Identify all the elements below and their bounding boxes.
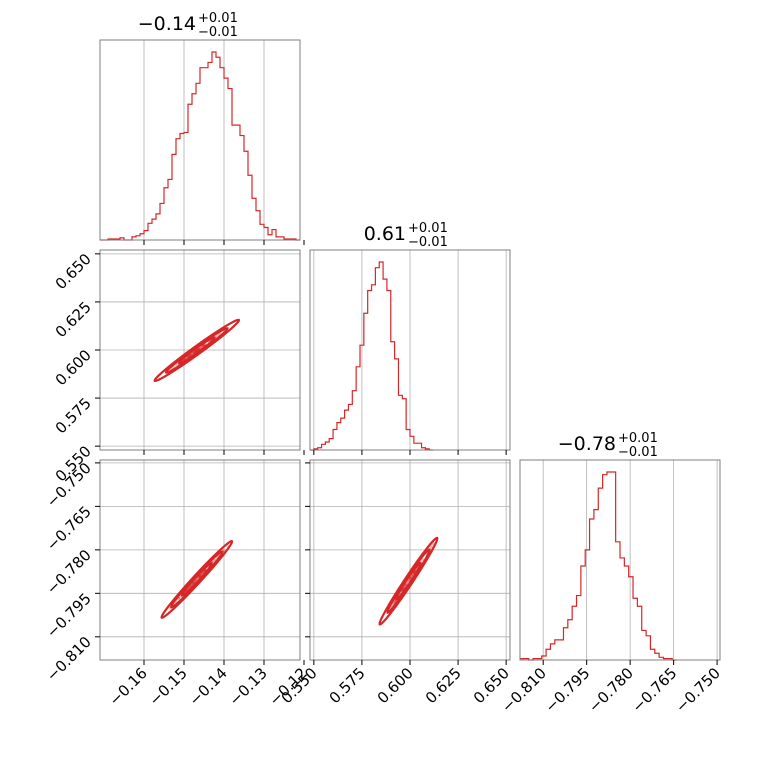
y-tick-label: −0.810 xyxy=(43,633,95,685)
histogram-panel-2 xyxy=(519,459,721,661)
median-label: 0.61 xyxy=(364,223,406,245)
x-tick-label: −0.750 xyxy=(672,664,724,716)
histogram-series-2 xyxy=(520,471,677,661)
panel-title-0: −0.14 +0.01−0.01 xyxy=(138,11,238,40)
panel-title-2: −0.78 +0.01−0.01 xyxy=(558,431,658,460)
panel-title-1: 0.61 +0.01−0.01 xyxy=(364,221,448,250)
y-tick-label: 0.625 xyxy=(52,298,95,341)
sample-point xyxy=(430,544,434,548)
upper-error-label: +0.01 xyxy=(198,11,238,26)
lower-error-label: −0.01 xyxy=(408,235,448,250)
y-tick-label: 0.650 xyxy=(52,250,95,293)
x-tick-label: 0.600 xyxy=(374,664,417,707)
density-contour xyxy=(180,562,213,597)
x-tick-label: −0.14 xyxy=(186,664,231,709)
median-label: −0.14 xyxy=(138,13,196,35)
x-tick-label: −0.795 xyxy=(542,664,594,716)
y-tick-label: −0.780 xyxy=(43,546,95,598)
upper-error-label: +0.01 xyxy=(408,221,448,236)
median-label: −0.78 xyxy=(558,433,616,455)
upper-error-label: +0.01 xyxy=(618,431,658,446)
x-tick-label: −0.765 xyxy=(628,664,680,716)
density-contour xyxy=(395,561,422,601)
lower-error-label: −0.01 xyxy=(618,445,658,460)
y-tick-label: 0.575 xyxy=(52,394,95,437)
lower-error-label: −0.01 xyxy=(198,25,238,40)
y-tick-label: 0.600 xyxy=(52,346,95,389)
scatter-panel-0-2 xyxy=(99,459,301,661)
x-tick-label: 0.575 xyxy=(326,664,369,707)
y-tick-label: −0.795 xyxy=(43,589,95,641)
x-tick-label: −0.13 xyxy=(226,664,271,709)
histogram-series-0 xyxy=(100,51,300,241)
x-tick-label: −0.780 xyxy=(585,664,637,716)
density-contour xyxy=(177,336,216,365)
x-tick-label: −0.15 xyxy=(146,664,191,709)
x-tick-label: −0.16 xyxy=(106,664,151,709)
histogram-panel-0 xyxy=(99,39,301,241)
y-tick-label: −0.765 xyxy=(43,502,95,554)
x-tick-label: 0.625 xyxy=(422,664,465,707)
histogram-series-1 xyxy=(310,261,434,451)
